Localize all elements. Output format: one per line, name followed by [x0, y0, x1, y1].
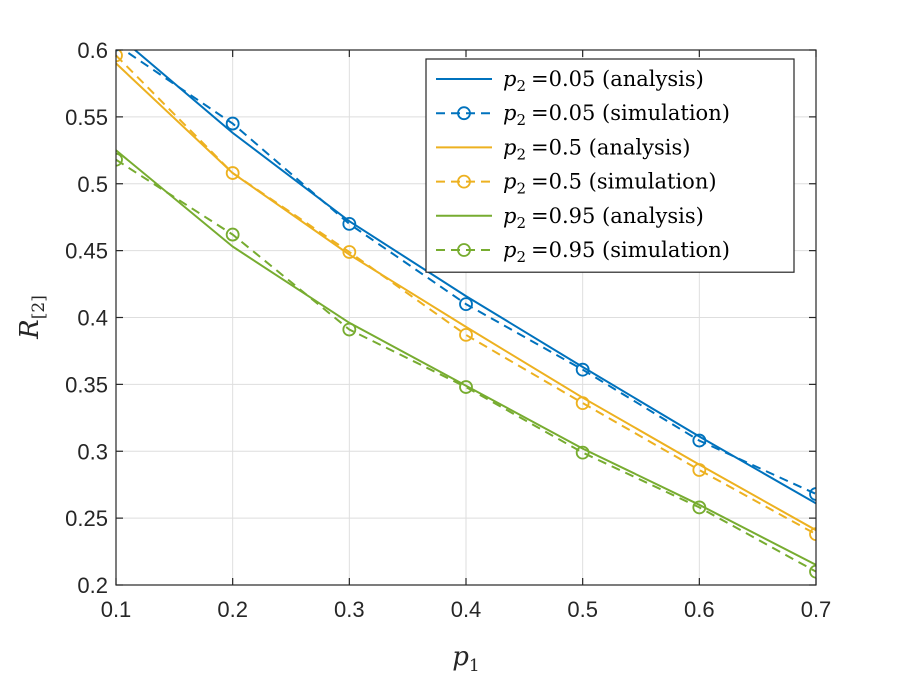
x-tick-label: 0.5 — [567, 597, 598, 622]
data-point — [342, 322, 357, 337]
series-line — [116, 149, 816, 566]
legend-entry: p2 =0.5 (analysis) — [503, 135, 690, 163]
x-axis-label: p1 — [452, 642, 479, 673]
data-point — [459, 297, 473, 312]
legend-entry: p2 =0.95 (analysis) — [503, 204, 704, 232]
tick-labels: 0.1 0.2 0.3 0.4 0.5 0.6 0.70.20.250.30.350.40.… — [65, 38, 831, 622]
legend-entry-text: =0.5 (analysis) — [531, 135, 690, 159]
data-point — [342, 245, 357, 259]
x-tick-label: 0.1 — [101, 597, 132, 622]
data-point — [116, 152, 123, 167]
data-point — [809, 564, 816, 579]
legend-entry: p2 =0.5 (simulation) — [503, 170, 717, 198]
y-tick-label: 0.45 — [65, 239, 108, 264]
legend-entry-subscript: 2 — [516, 145, 526, 163]
y-tick-label: 0.55 — [65, 105, 108, 130]
data-point — [809, 527, 816, 542]
legend-entry-symbol: p — [503, 204, 516, 228]
legend-entry: p2 =0.05 (simulation) — [503, 101, 730, 129]
data-point — [225, 116, 240, 131]
legend-entry-subscript: 2 — [516, 248, 526, 266]
legend-entry-subscript: 2 — [516, 77, 526, 95]
x-tick-label: 0.6 — [684, 597, 715, 622]
data-point — [459, 380, 473, 394]
legend-entry-symbol: p — [503, 135, 516, 159]
legend-entry-subscript: 2 — [516, 111, 526, 129]
legend-entry: p2 =0.05 (analysis) — [503, 67, 704, 95]
y-tick-label: 0.35 — [65, 372, 108, 397]
data-point — [692, 463, 707, 477]
data-point — [692, 433, 707, 448]
series-line — [133, 50, 816, 505]
series-1 — [116, 50, 816, 501]
data-point — [225, 227, 240, 242]
data-point — [809, 487, 816, 501]
legend-entry-text: =0.95 (analysis) — [531, 204, 704, 228]
x-tick-label: 0.2 — [217, 597, 248, 622]
legend-entry-text: =0.95 (simulation) — [531, 238, 730, 262]
data-point — [459, 327, 473, 342]
legend-marker — [457, 243, 471, 257]
legend-entry-symbol: p — [503, 238, 516, 262]
series-line — [116, 158, 816, 573]
data-point — [692, 500, 707, 515]
series-4 — [116, 149, 816, 566]
x-tick-label: 0.7 — [801, 597, 832, 622]
data-point — [575, 362, 590, 377]
legend-box — [425, 58, 795, 273]
legend-entry-subscript: 2 — [516, 180, 526, 198]
y-tick-label: 0.6 — [77, 38, 108, 63]
series-5 — [116, 152, 816, 579]
series-layer — [116, 50, 816, 579]
legend-entry: p2 =0.95 (simulation) — [503, 238, 730, 266]
legend-entry-symbol: p — [503, 170, 516, 194]
data-point — [116, 50, 123, 63]
legend-entry-symbol: p — [503, 67, 516, 91]
legend-entry-subscript: 2 — [516, 214, 526, 232]
series-3 — [116, 50, 816, 542]
data-point — [575, 396, 590, 411]
legend-entry-text: =0.05 (simulation) — [531, 101, 730, 125]
series-0 — [133, 50, 816, 505]
legend-marker — [457, 174, 471, 189]
data-point — [116, 50, 121, 52]
y-tick-label: 0.25 — [65, 506, 108, 531]
series-line — [116, 54, 816, 536]
y-tick-label: 0.5 — [77, 172, 108, 197]
legend-marker — [457, 106, 471, 121]
data-point — [225, 166, 240, 180]
series-line — [122, 50, 816, 495]
data-point — [342, 216, 357, 231]
legend-entry-text: =0.05 (analysis) — [531, 67, 704, 91]
y-tick-label: 0.2 — [77, 573, 108, 598]
x-tick-label: 0.3 — [334, 597, 365, 622]
y-tick-label: 0.3 — [77, 439, 108, 464]
data-point — [575, 445, 590, 460]
legend-entry-text: =0.5 (simulation) — [531, 170, 717, 194]
legend: p2 =0.05 (analysis)p2 =0.05 (simulation)p2… — [425, 58, 795, 273]
y-axis-label: R[2] — [15, 295, 49, 340]
plot-border — [115, 49, 817, 586]
x-tick-label: 0.4 — [451, 597, 482, 622]
legend-entry-symbol: p — [503, 101, 516, 125]
y-tick-label: 0.4 — [77, 306, 108, 331]
